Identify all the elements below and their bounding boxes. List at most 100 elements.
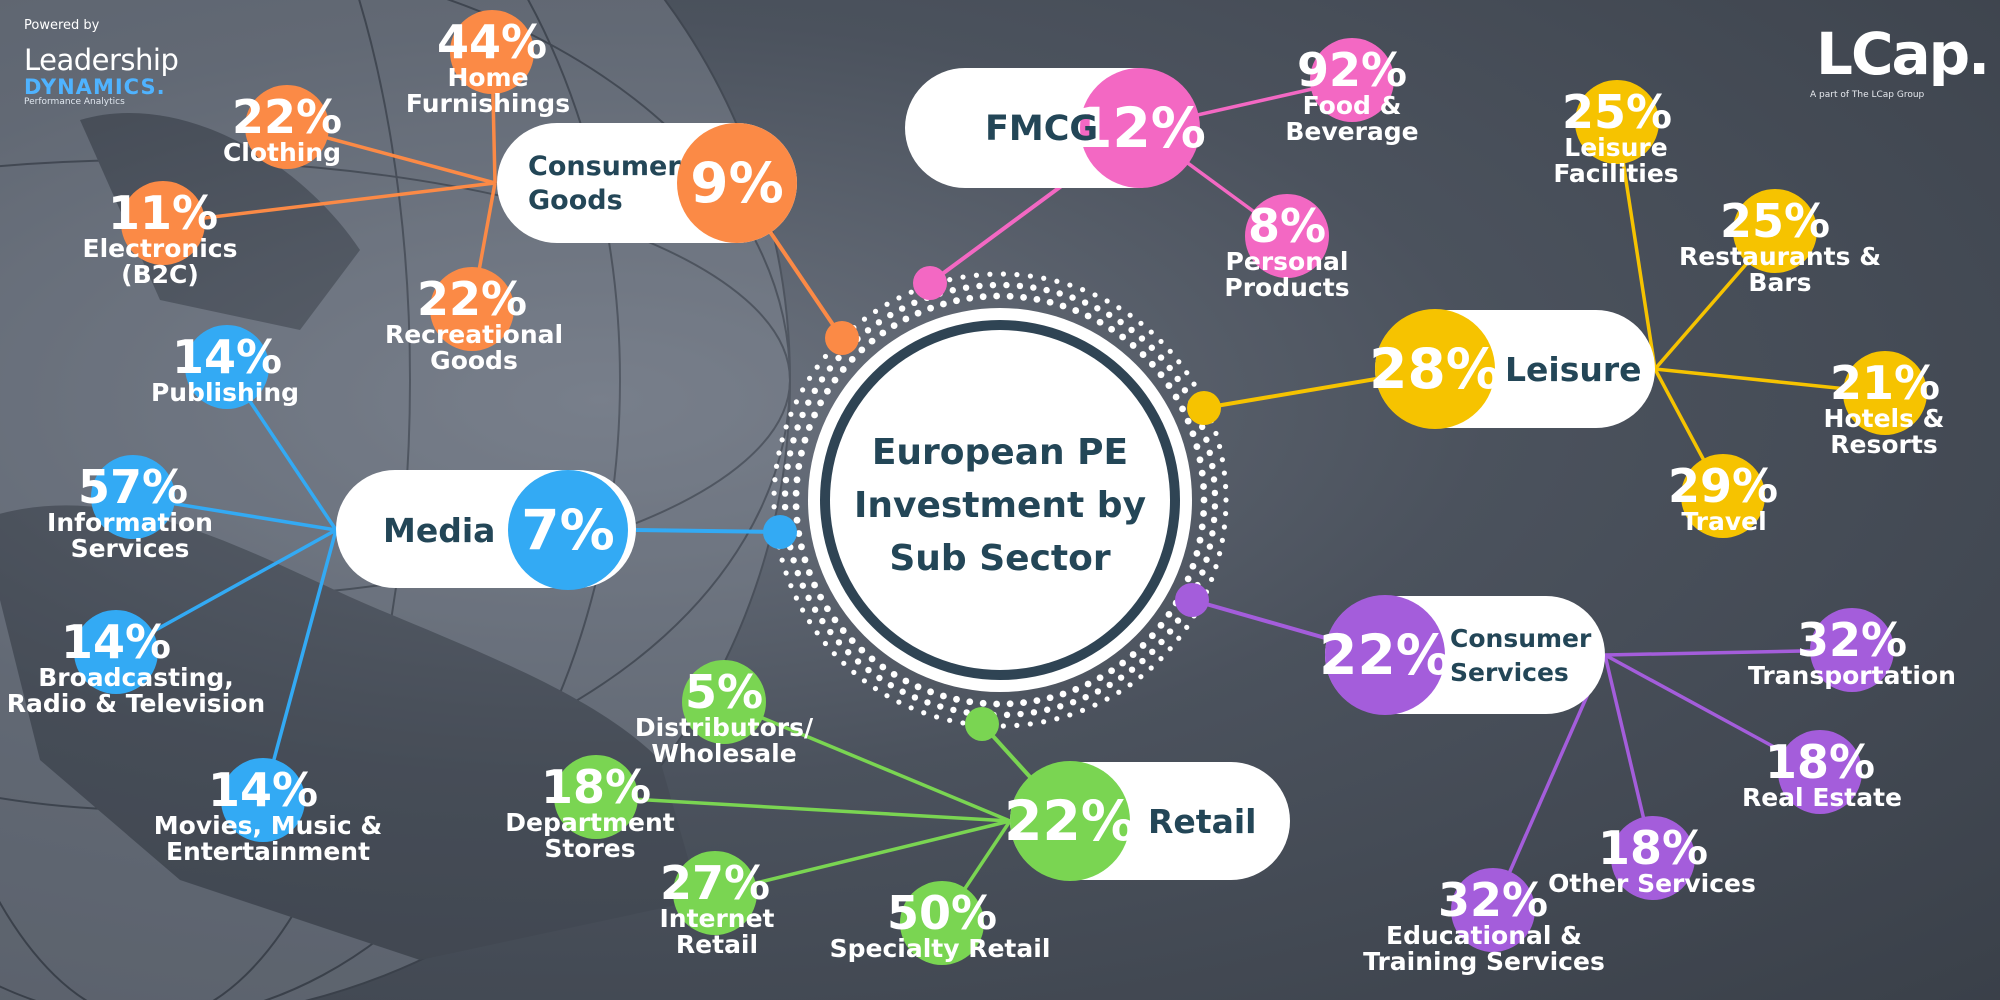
ring-dot xyxy=(783,424,789,430)
leisure-sector-pill: 28% Leisure xyxy=(1369,309,1655,429)
consumer-services-sub-label-line-1: Real Estate xyxy=(1742,783,1902,812)
ring-dot xyxy=(1139,657,1146,665)
consumer-services-sub-pct: 32% xyxy=(1797,613,1907,667)
ring-dot xyxy=(823,605,831,613)
ring-dot xyxy=(937,703,944,710)
ring-dot xyxy=(1219,537,1225,543)
ring-dot xyxy=(1033,697,1041,705)
ring-dot xyxy=(960,720,966,726)
leisure-sub-bubble xyxy=(1843,351,1927,435)
ring-dot xyxy=(1084,680,1092,688)
consumer-services-sector-label-line-1: Consumer xyxy=(1450,624,1592,653)
ring-dot xyxy=(1165,382,1173,390)
ring-dot xyxy=(801,436,809,444)
consumer-goods-sub-label-line-2: Furnishings xyxy=(406,89,570,118)
retail-sub-label-line-1: Specialty Retail xyxy=(830,934,1051,963)
ring-dot xyxy=(1080,287,1086,293)
consumer-services-sub-node-2: 18%Real Estate xyxy=(1742,730,1902,814)
ring-dot xyxy=(914,309,922,317)
consumer-goods-sub-label-line-1: Recreational xyxy=(385,320,563,349)
ring-dot xyxy=(1069,698,1077,706)
ring-dot xyxy=(822,353,829,360)
center-title-line-3: Sub Sector xyxy=(889,538,1110,579)
ring-dot xyxy=(879,329,887,337)
ring-dot xyxy=(818,376,826,383)
ring-dot xyxy=(1092,292,1098,298)
ring-dot xyxy=(854,658,862,665)
ring-dot xyxy=(835,354,842,362)
ring-dot xyxy=(1119,333,1127,341)
fmcg-pct-circle xyxy=(1080,68,1200,188)
ring-dot xyxy=(1219,457,1225,463)
ring-dot xyxy=(1193,549,1201,557)
ring-dot xyxy=(902,677,910,685)
ring-dot xyxy=(827,628,834,636)
retail-sub-bubble xyxy=(673,851,757,935)
ring-dot xyxy=(896,295,902,301)
ring-dot xyxy=(805,399,812,406)
ring-dot xyxy=(844,649,852,656)
ring-dot xyxy=(1106,681,1113,689)
ring-dot xyxy=(805,424,813,431)
media-hub-dot xyxy=(763,515,797,549)
ring-dot xyxy=(1222,483,1229,490)
ring-dot xyxy=(773,463,780,469)
ring-dot xyxy=(805,594,812,602)
ring-dot xyxy=(799,607,806,613)
ring-dot xyxy=(1179,405,1186,413)
consumer-goods-sub-bubble xyxy=(245,85,329,169)
ring-dot xyxy=(1148,665,1154,671)
ring-dot xyxy=(841,660,847,666)
ring-dot xyxy=(1203,556,1210,563)
ring-dot xyxy=(1203,436,1210,443)
ring-dot xyxy=(1072,686,1080,693)
media-sub-label-line-2: Radio & Television xyxy=(7,689,265,718)
ring-dot xyxy=(835,639,843,646)
fmcg-sub-node-1: 92%Food &Beverage xyxy=(1285,38,1419,146)
consumer-goods-sub-node-3: 11%Electronics(B2C) xyxy=(83,181,237,289)
leisure-sub-label-line-2: Bars xyxy=(1748,268,1811,297)
ring-dot xyxy=(884,693,890,699)
ring-dot xyxy=(1059,302,1067,310)
ring-dot xyxy=(1210,516,1218,524)
ring-dot xyxy=(811,606,819,613)
media-sector-pill: 7% Media xyxy=(336,470,636,590)
lcap-logo: LCap. A part of The LCap Group xyxy=(1810,20,1990,100)
ring-dot xyxy=(1158,638,1165,646)
retail-sector-label-line-1: Retail xyxy=(1148,802,1256,841)
ring-dot xyxy=(782,476,790,484)
ring-dot xyxy=(933,714,940,720)
ring-dot xyxy=(949,287,957,294)
ring-dot xyxy=(1200,496,1208,504)
ring-dot xyxy=(1158,338,1164,345)
retail-pct-circle xyxy=(1010,761,1130,881)
ring-dot xyxy=(1209,462,1216,470)
ring-dot xyxy=(973,272,980,278)
ring-dot xyxy=(1027,721,1033,727)
ring-dot xyxy=(1184,575,1192,583)
ring-dot xyxy=(790,437,797,444)
ring-dot xyxy=(781,503,789,511)
ring-dot xyxy=(1006,700,1014,708)
ring-dot xyxy=(790,557,797,564)
consumer-goods-sub-label-line-2: Goods xyxy=(430,346,518,375)
lcap-tagline: A part of The LCap Group xyxy=(1810,90,1925,100)
ring-dot xyxy=(793,595,799,601)
ring-dot xyxy=(914,683,922,691)
ring-dot xyxy=(861,678,868,684)
leisure-sub-pct: 25% xyxy=(1720,194,1830,248)
consumer-goods-sub-pct: 44% xyxy=(437,15,547,69)
ring-dot xyxy=(1127,312,1133,318)
ring-dot xyxy=(786,450,794,457)
powered-by-logo: Powered by Leadership DYNAMICS. Performa… xyxy=(24,18,179,107)
leisure-sector-label-line-1: Leisure xyxy=(1505,350,1642,389)
lcap-text: LCap. xyxy=(1816,20,1990,88)
leisure-sub-node-4: 29%Travel xyxy=(1668,454,1778,538)
ring-dot xyxy=(924,699,931,706)
ring-dot xyxy=(1117,674,1125,681)
ring-dot xyxy=(1157,354,1165,361)
ring-dot xyxy=(1166,628,1174,635)
ring-dot xyxy=(1072,307,1080,314)
ring-dot xyxy=(772,477,778,483)
